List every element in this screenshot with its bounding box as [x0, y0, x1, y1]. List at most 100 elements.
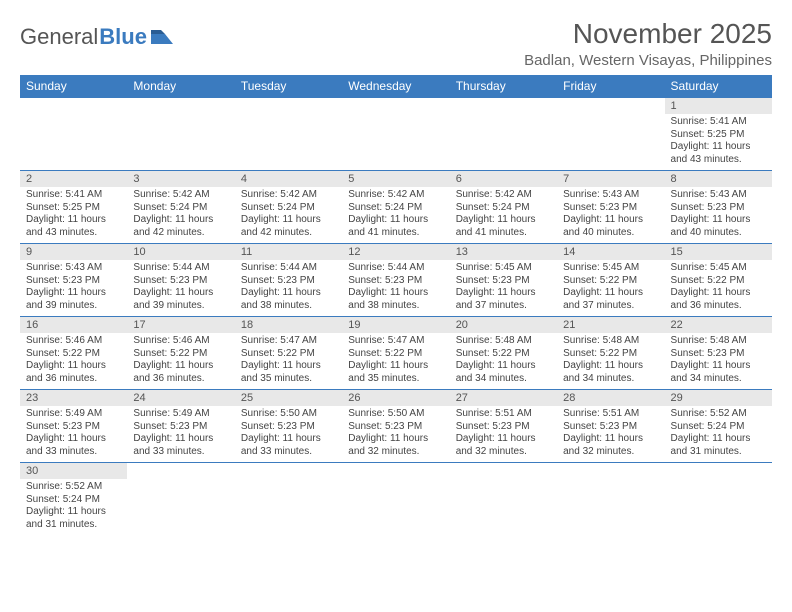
empty-cell: [127, 463, 234, 480]
day-detail: Sunrise: 5:49 AMSunset: 5:23 PMDaylight:…: [20, 406, 127, 463]
day-detail: Sunrise: 5:48 AMSunset: 5:22 PMDaylight:…: [557, 333, 664, 390]
header: GeneralBlue November 2025 Badlan, Wester…: [20, 18, 772, 69]
empty-cell: [665, 479, 772, 535]
empty-cell: [557, 463, 664, 480]
day-detail: Sunrise: 5:52 AMSunset: 5:24 PMDaylight:…: [20, 479, 127, 535]
location: Badlan, Western Visayas, Philippines: [524, 52, 772, 69]
day-number-row: 1: [20, 98, 772, 115]
day-detail: Sunrise: 5:48 AMSunset: 5:22 PMDaylight:…: [450, 333, 557, 390]
empty-cell: [342, 98, 449, 115]
day-detail: Sunrise: 5:48 AMSunset: 5:23 PMDaylight:…: [665, 333, 772, 390]
weekday-header-row: SundayMondayTuesdayWednesdayThursdayFrid…: [20, 75, 772, 98]
day-detail: Sunrise: 5:42 AMSunset: 5:24 PMDaylight:…: [127, 187, 234, 244]
weekday-header: Wednesday: [342, 75, 449, 98]
day-detail: Sunrise: 5:45 AMSunset: 5:22 PMDaylight:…: [665, 260, 772, 317]
weekday-header: Tuesday: [235, 75, 342, 98]
day-content-row: Sunrise: 5:41 AMSunset: 5:25 PMDaylight:…: [20, 114, 772, 171]
day-number: 1: [665, 98, 772, 115]
empty-cell: [235, 463, 342, 480]
weekday-header: Saturday: [665, 75, 772, 98]
day-detail: Sunrise: 5:45 AMSunset: 5:22 PMDaylight:…: [557, 260, 664, 317]
day-number: 16: [20, 317, 127, 334]
empty-cell: [235, 98, 342, 115]
empty-cell: [665, 463, 772, 480]
day-detail: Sunrise: 5:43 AMSunset: 5:23 PMDaylight:…: [665, 187, 772, 244]
day-number: 24: [127, 390, 234, 407]
empty-cell: [20, 98, 127, 115]
empty-cell: [557, 479, 664, 535]
empty-cell: [450, 98, 557, 115]
month-title: November 2025: [524, 18, 772, 50]
empty-cell: [127, 98, 234, 115]
day-detail: Sunrise: 5:41 AMSunset: 5:25 PMDaylight:…: [665, 114, 772, 171]
day-number: 20: [450, 317, 557, 334]
day-content-row: Sunrise: 5:41 AMSunset: 5:25 PMDaylight:…: [20, 187, 772, 244]
day-detail: Sunrise: 5:46 AMSunset: 5:22 PMDaylight:…: [127, 333, 234, 390]
day-number: 4: [235, 171, 342, 188]
calendar-table: SundayMondayTuesdayWednesdayThursdayFrid…: [20, 75, 772, 535]
day-number: 25: [235, 390, 342, 407]
day-number: 29: [665, 390, 772, 407]
day-detail: Sunrise: 5:50 AMSunset: 5:23 PMDaylight:…: [342, 406, 449, 463]
day-number: 6: [450, 171, 557, 188]
day-detail: Sunrise: 5:43 AMSunset: 5:23 PMDaylight:…: [20, 260, 127, 317]
day-number: 30: [20, 463, 127, 480]
day-detail: Sunrise: 5:47 AMSunset: 5:22 PMDaylight:…: [235, 333, 342, 390]
empty-cell: [235, 479, 342, 535]
day-detail: Sunrise: 5:42 AMSunset: 5:24 PMDaylight:…: [450, 187, 557, 244]
day-number: 23: [20, 390, 127, 407]
empty-cell: [557, 114, 664, 171]
day-number: 3: [127, 171, 234, 188]
empty-cell: [450, 463, 557, 480]
day-detail: Sunrise: 5:47 AMSunset: 5:22 PMDaylight:…: [342, 333, 449, 390]
day-number: 21: [557, 317, 664, 334]
day-detail: Sunrise: 5:42 AMSunset: 5:24 PMDaylight:…: [342, 187, 449, 244]
day-detail: Sunrise: 5:46 AMSunset: 5:22 PMDaylight:…: [20, 333, 127, 390]
empty-cell: [127, 114, 234, 171]
empty-cell: [557, 98, 664, 115]
day-content-row: Sunrise: 5:46 AMSunset: 5:22 PMDaylight:…: [20, 333, 772, 390]
empty-cell: [450, 479, 557, 535]
day-number: 17: [127, 317, 234, 334]
day-content-row: Sunrise: 5:52 AMSunset: 5:24 PMDaylight:…: [20, 479, 772, 535]
day-number: 27: [450, 390, 557, 407]
empty-cell: [450, 114, 557, 171]
day-number: 14: [557, 244, 664, 261]
day-number: 5: [342, 171, 449, 188]
day-detail: Sunrise: 5:50 AMSunset: 5:23 PMDaylight:…: [235, 406, 342, 463]
day-number: 26: [342, 390, 449, 407]
day-detail: Sunrise: 5:45 AMSunset: 5:23 PMDaylight:…: [450, 260, 557, 317]
day-number: 2: [20, 171, 127, 188]
day-number: 28: [557, 390, 664, 407]
day-content-row: Sunrise: 5:49 AMSunset: 5:23 PMDaylight:…: [20, 406, 772, 463]
day-number-row: 9101112131415: [20, 244, 772, 261]
day-number-row: 2345678: [20, 171, 772, 188]
day-detail: Sunrise: 5:44 AMSunset: 5:23 PMDaylight:…: [127, 260, 234, 317]
day-number: 10: [127, 244, 234, 261]
day-number: 11: [235, 244, 342, 261]
day-number-row: 16171819202122: [20, 317, 772, 334]
empty-cell: [342, 463, 449, 480]
day-detail: Sunrise: 5:44 AMSunset: 5:23 PMDaylight:…: [235, 260, 342, 317]
weekday-header: Thursday: [450, 75, 557, 98]
title-block: November 2025 Badlan, Western Visayas, P…: [524, 18, 772, 69]
empty-cell: [235, 114, 342, 171]
day-number-row: 23242526272829: [20, 390, 772, 407]
day-number: 22: [665, 317, 772, 334]
day-number: 8: [665, 171, 772, 188]
day-detail: Sunrise: 5:43 AMSunset: 5:23 PMDaylight:…: [557, 187, 664, 244]
empty-cell: [20, 114, 127, 171]
day-number: 12: [342, 244, 449, 261]
logo: GeneralBlue: [20, 24, 173, 50]
day-number: 9: [20, 244, 127, 261]
empty-cell: [127, 479, 234, 535]
logo-mark-icon: [151, 24, 173, 50]
empty-cell: [342, 479, 449, 535]
day-detail: Sunrise: 5:52 AMSunset: 5:24 PMDaylight:…: [665, 406, 772, 463]
day-number: 15: [665, 244, 772, 261]
day-number: 18: [235, 317, 342, 334]
logo-text-1: General: [20, 24, 98, 50]
day-detail: Sunrise: 5:41 AMSunset: 5:25 PMDaylight:…: [20, 187, 127, 244]
weekday-header: Sunday: [20, 75, 127, 98]
day-number: 7: [557, 171, 664, 188]
